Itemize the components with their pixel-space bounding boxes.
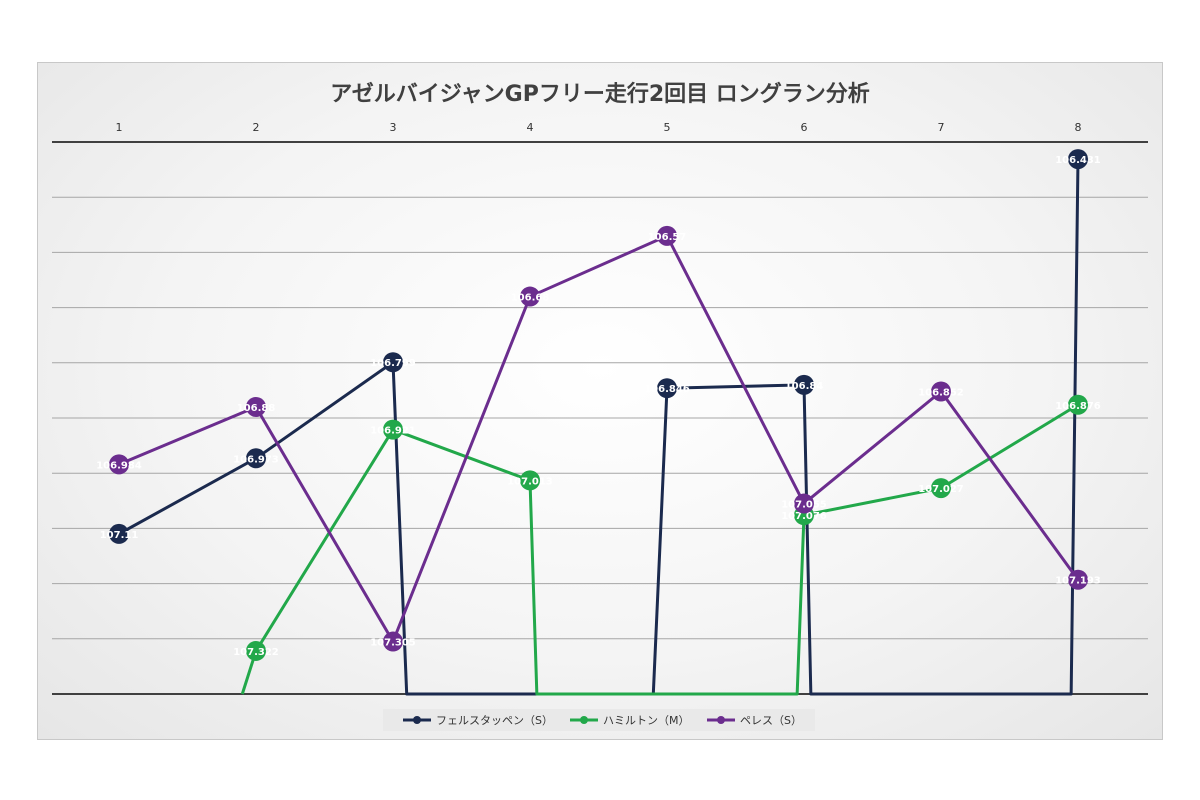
data-point xyxy=(931,381,951,402)
data-point xyxy=(520,286,540,307)
data-point xyxy=(794,493,814,514)
x-tick-label: 5 xyxy=(664,121,671,134)
line-chart: アゼルバイジャンGPフリー走行2回目 ロングラン分析 1 2 3 4 5 6 7 8 107.… xyxy=(52,81,1148,731)
data-labels: 107.11 106.973 106.799 106.846 106.84 106.431… xyxy=(96,149,1101,661)
data-label: 106.846 xyxy=(644,384,690,395)
data-point xyxy=(657,378,677,399)
data-point xyxy=(383,352,403,373)
x-tick-label: 2 xyxy=(253,121,260,134)
data-point xyxy=(1068,394,1088,415)
data-point xyxy=(931,478,951,499)
data-label: 106.68 xyxy=(511,293,550,304)
chart-title: アゼルバイジャンGPフリー走行2回目 ロングラン分析 xyxy=(330,81,870,107)
data-label: 107.013 xyxy=(507,476,553,487)
data-point xyxy=(657,225,677,246)
data-point xyxy=(246,396,266,417)
data-label: 107.322 xyxy=(233,647,279,658)
data-label: 107.027 xyxy=(918,484,964,495)
data-point xyxy=(1068,149,1088,170)
data-label: 106.799 xyxy=(370,358,416,369)
data-point xyxy=(520,470,540,491)
chart-frame: アゼルバイジャンGPフリー走行2回目 ロングラン分析 1 2 3 4 5 6 7 8 107.… xyxy=(37,62,1163,740)
data-label: 106.876 xyxy=(1055,401,1101,412)
x-axis-ticks: 1 2 3 4 5 6 7 8 xyxy=(116,121,1082,134)
series-line xyxy=(118,159,1080,696)
data-point xyxy=(246,640,266,661)
legend-entry: ハミルトン（M） xyxy=(603,714,690,727)
legend-entry: フェルスタッペン（S） xyxy=(436,714,553,727)
data-point xyxy=(383,419,403,440)
data-label: 106.88 xyxy=(237,403,276,414)
data-point xyxy=(109,454,129,475)
data-label: 107.076 xyxy=(781,511,827,522)
x-tick-label: 1 xyxy=(116,121,123,134)
data-label: 107.305 xyxy=(370,638,416,649)
series-lines xyxy=(118,159,1080,696)
legend: フェルスタッペン（S） ハミルトン（M） ペレス（S） xyxy=(383,709,815,731)
data-point xyxy=(246,448,266,469)
legend-entry: ペレス（S） xyxy=(740,714,802,727)
data-label: 106.852 xyxy=(918,388,964,399)
data-label: 106.984 xyxy=(96,460,142,471)
x-tick-label: 6 xyxy=(801,121,808,134)
gridlines xyxy=(52,141,1148,695)
data-label: 107.193 xyxy=(1055,576,1101,587)
x-tick-label: 8 xyxy=(1075,121,1082,134)
data-label: 106.57 xyxy=(648,232,687,243)
data-label: 106.84 xyxy=(785,381,824,392)
data-point xyxy=(109,523,129,544)
data-label: 106.973 xyxy=(233,454,279,465)
data-point xyxy=(1068,569,1088,590)
data-label: 106.921 xyxy=(370,426,416,437)
data-label: 107.055 xyxy=(781,500,827,511)
data-point xyxy=(794,374,814,395)
data-label: 106.431 xyxy=(1055,155,1101,166)
legend-marker xyxy=(717,716,725,724)
x-tick-label: 3 xyxy=(390,121,397,134)
x-tick-label: 4 xyxy=(527,121,534,134)
data-point xyxy=(383,631,403,652)
series-line xyxy=(118,234,1080,644)
series-line xyxy=(240,403,1079,696)
legend-marker xyxy=(580,716,588,724)
data-label: 107.11 xyxy=(100,530,139,541)
x-tick-label: 7 xyxy=(938,121,945,134)
legend-marker xyxy=(413,716,421,724)
legend-box xyxy=(383,709,815,731)
